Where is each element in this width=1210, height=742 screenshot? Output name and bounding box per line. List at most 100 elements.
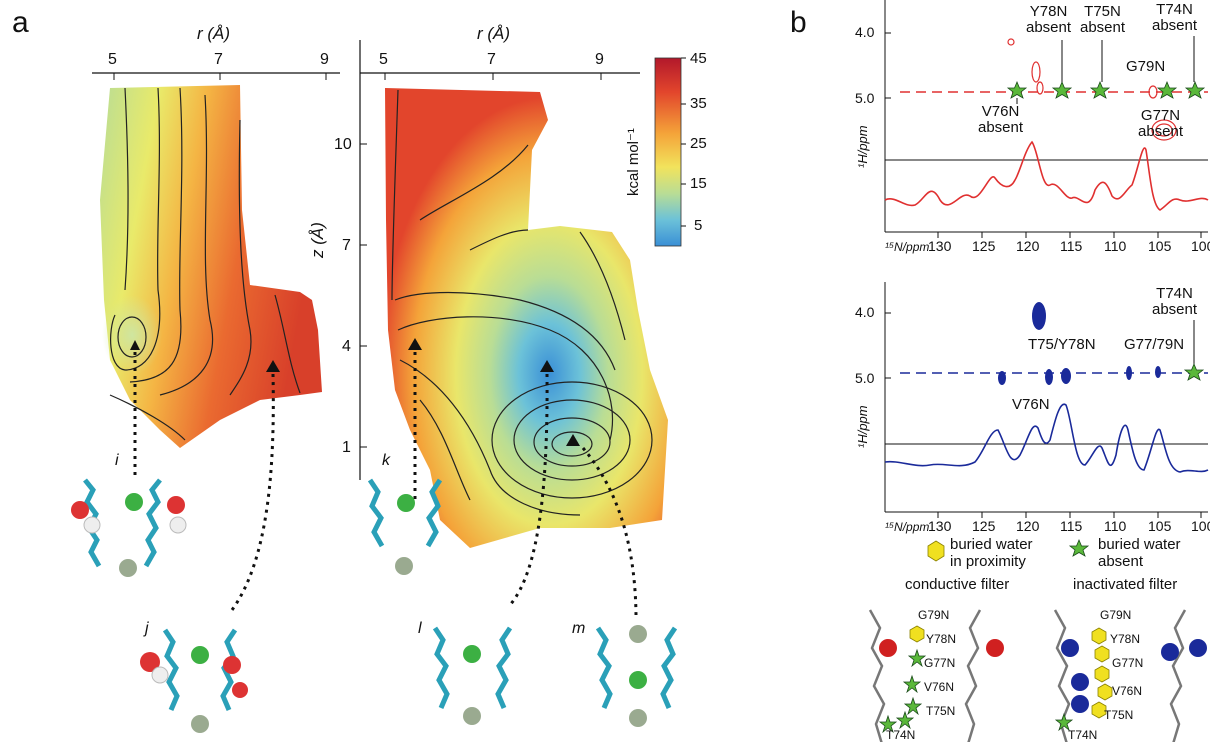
nmr-bottom-y-axis-label: ¹H/ppm: [855, 405, 870, 448]
nmr-top-xtick-115: 115: [1060, 238, 1083, 254]
marker-m: [566, 434, 580, 446]
right-r-tick-9: 9: [595, 51, 604, 68]
structure-j: [140, 628, 248, 733]
marker-l: [540, 360, 554, 372]
annot-bottom-t74n: T74N absent: [1152, 285, 1198, 318]
nmr-top-peaks: [1007, 38, 1177, 141]
annot-g79n: G79N: [1126, 58, 1166, 75]
marker-i: [130, 340, 140, 350]
panel-label-a: a: [12, 6, 29, 39]
nmr-top-y-axis-label: ¹H/ppm: [855, 125, 870, 168]
annot-bottom-t75-y78n: T75/Y78N: [1028, 336, 1096, 353]
z-tick-10: 10: [334, 136, 352, 153]
dotted-leaders: [133, 352, 638, 616]
left-r-tick-9: 9: [320, 51, 329, 68]
structure-l: [432, 626, 513, 725]
annot-g77n: G77N absent: [1138, 107, 1184, 140]
nmr-bottom-x-axis-label: ¹⁵N/ppm: [885, 520, 930, 534]
legend-water-absent: buried water absent: [1098, 536, 1181, 570]
z-tick-4: 4: [342, 338, 351, 355]
legend-hexagon-icon: [927, 540, 945, 562]
colorbar-tick-25: 25: [690, 135, 707, 152]
colorbar-tick-35: 35: [690, 95, 707, 112]
left-map-r-axis: [92, 72, 340, 80]
map-label-i: i: [115, 452, 119, 469]
map-label-l: l: [418, 620, 422, 637]
nmr-top-xtick-100: 100: [1191, 238, 1210, 254]
nmr-bottom-ytick-4: 4.0: [855, 304, 875, 320]
colorbar-tick-45: 45: [690, 50, 707, 67]
structure-m: [595, 625, 678, 727]
right-r-tick-5: 5: [379, 51, 388, 68]
left-r-axis-label: r (Å): [197, 24, 231, 43]
legend-inactivated-filter: inactivated filter: [1073, 576, 1178, 593]
nmr-top-stars: [1006, 80, 1206, 99]
right-energy-map: [385, 88, 668, 548]
legend-star-icon: [1068, 538, 1090, 557]
nmr-bottom-ytick-5: 5.0: [855, 370, 875, 386]
free-energy-maps: [71, 40, 686, 733]
nmr-bottom-star: [1183, 362, 1205, 381]
z-tick-1: 1: [342, 439, 351, 456]
annot-t74n: T74N absent: [1152, 1, 1198, 34]
nmr-bottom-xtick-120: 120: [1016, 518, 1040, 534]
struct-left-t74n: T74N: [886, 728, 916, 742]
conductive-filter-structure: [868, 609, 1004, 742]
annot-bottom-v76n: V76N: [1012, 396, 1050, 413]
map-label-m: m: [572, 620, 586, 637]
nmr-top-xtick-130: 130: [928, 238, 952, 254]
struct-right-t74n: T74N: [1068, 728, 1098, 742]
nmr-bottom-xtick-100: 100: [1191, 518, 1210, 534]
legend-water-present: buried water in proximity: [950, 536, 1033, 570]
nmr-top-trace: [884, 140, 1209, 211]
nmr-top-xtick-105: 105: [1148, 238, 1172, 254]
annot-bottom-g77-79n: G77/79N: [1124, 336, 1185, 353]
nmr-top-xtick-110: 110: [1104, 238, 1127, 254]
inactivated-filter-structure: [1053, 609, 1207, 742]
right-r-axis-label: r (Å): [477, 24, 511, 43]
nmr-top-ytick-4: 4.0: [855, 24, 875, 40]
annot-v76n: V76N absent: [978, 103, 1024, 136]
nmr-top-leaders: [1016, 36, 1195, 104]
map-label-k: k: [382, 452, 390, 469]
struct-left-g77n: G77N: [924, 656, 956, 670]
left-energy-map: [100, 85, 322, 448]
colorbar-tick-5: 5: [694, 217, 703, 234]
colorbar-tick-15: 15: [690, 175, 707, 192]
z-tick-7: 7: [342, 237, 351, 254]
struct-right-t75n: T75N: [1104, 708, 1134, 722]
struct-left-g79n: G79N: [918, 608, 950, 622]
nmr-bottom-xtick-110: 110: [1104, 518, 1127, 534]
nmr-bottom-xtick-115: 115: [1060, 518, 1083, 534]
struct-left-t75n: T75N: [926, 704, 956, 718]
structure-k: [367, 478, 443, 575]
struct-right-g77n: G77N: [1112, 656, 1144, 670]
marker-j: [266, 360, 280, 372]
panel-label-b: b: [790, 6, 807, 39]
right-r-tick-7: 7: [487, 51, 496, 68]
marker-k: [408, 338, 422, 350]
nmr-bottom-xtick-125: 125: [972, 518, 996, 534]
left-r-tick-5: 5: [108, 51, 117, 68]
structure-i: [71, 478, 187, 577]
nmr-top-ytick-5: 5.0: [855, 90, 875, 106]
colorbar: [654, 57, 682, 247]
map-label-j: j: [145, 620, 149, 637]
nmr-spectra: [868, 0, 1209, 742]
nmr-top-xtick-125: 125: [972, 238, 996, 254]
legend-conductive-filter: conductive filter: [905, 576, 1010, 593]
struct-left-y78n: Y78N: [926, 632, 957, 646]
nmr-bottom-trace: [884, 403, 1209, 473]
nmr-bottom-xtick-130: 130: [928, 518, 952, 534]
z-axis-label: z (Å): [308, 222, 327, 258]
struct-left-v76n: V76N: [924, 680, 955, 694]
nmr-bottom-peaks: [998, 302, 1161, 385]
nmr-top-xtick-120: 120: [1016, 238, 1040, 254]
nmr-top-x-axis-label: ¹⁵N/ppm: [885, 240, 930, 254]
right-map-axes: [359, 40, 640, 480]
struct-right-v76n: V76N: [1112, 684, 1143, 698]
annot-t75n: T75N absent: [1080, 3, 1126, 36]
annot-y78n: Y78N absent: [1026, 3, 1072, 36]
left-r-tick-7: 7: [214, 51, 223, 68]
struct-right-g79n: G79N: [1100, 608, 1132, 622]
